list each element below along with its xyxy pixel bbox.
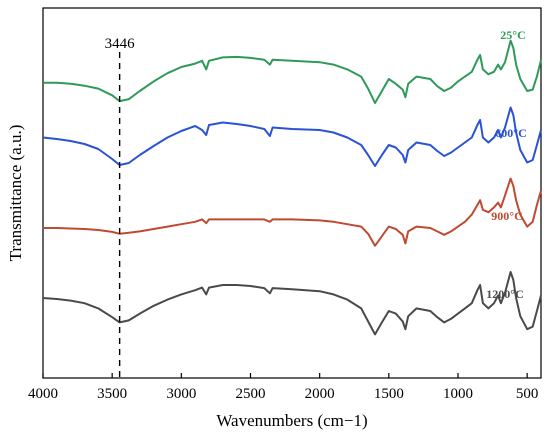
plot-frame: [42, 7, 542, 379]
x-tick-label-5: 1500: [374, 386, 404, 402]
series-line-2: [43, 177, 542, 247]
x-tick-label-3: 2500: [236, 386, 266, 402]
x-tick-label-2: 3000: [166, 386, 196, 402]
series-label-3: 1200°C: [486, 287, 523, 301]
series-label-2: 900°C: [491, 209, 522, 223]
annotation-label: 3446: [105, 36, 136, 52]
series-layer: [42, 39, 542, 336]
series-labels: 25°C 600°C 900°C 1200°C: [486, 28, 526, 301]
series-label-0: 25°C: [500, 28, 525, 42]
x-axis-ticks: 4000 3500 3000 2500 2000 1500 1000 500: [28, 373, 538, 402]
x-tick-label-1: 3500: [97, 386, 127, 402]
series-line-1: [42, 106, 542, 167]
x-tick-label-0: 4000: [28, 386, 58, 402]
y-axis-title: Transmittance (a.u.): [6, 125, 25, 262]
x-tick-label-6: 1000: [443, 386, 473, 402]
x-tick-label-4: 2000: [305, 386, 335, 402]
series-line-3: [42, 271, 542, 336]
series-label-1: 600°C: [495, 126, 526, 140]
x-axis-title: Wavenumbers (cm−1): [216, 411, 367, 430]
x-tick-label-7: 500: [516, 386, 539, 402]
series-line-0: [43, 39, 542, 104]
